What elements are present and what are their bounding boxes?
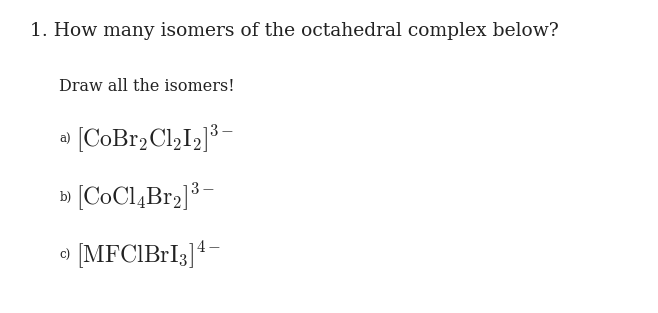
Text: $\rm [MFClBrI_3]^{4-}$: $\rm [MFClBrI_3]^{4-}$	[76, 239, 220, 271]
Text: Draw all the isomers!: Draw all the isomers!	[59, 78, 235, 95]
Text: 1. How many isomers of the octahedral complex below?: 1. How many isomers of the octahedral co…	[30, 22, 559, 40]
Text: c): c)	[59, 249, 70, 262]
Text: $\rm [CoBr_2Cl_2I_2]^{3-}$: $\rm [CoBr_2Cl_2I_2]^{3-}$	[76, 124, 234, 155]
Text: b): b)	[59, 191, 72, 204]
Text: $\rm [CoCl_4Br_2]^{3-}$: $\rm [CoCl_4Br_2]^{3-}$	[76, 182, 215, 213]
Text: a): a)	[59, 133, 71, 146]
